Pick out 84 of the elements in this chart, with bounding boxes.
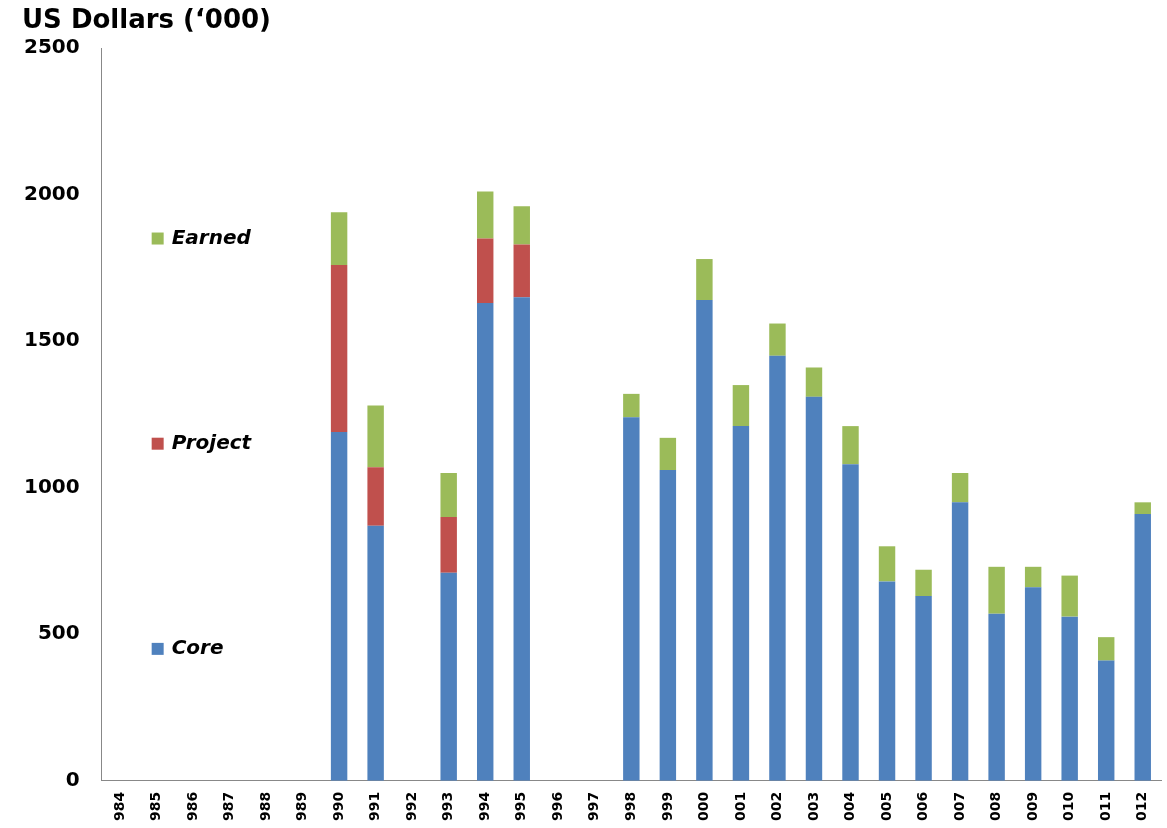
bar (842, 464, 859, 781)
x-tick-label: 998 (621, 791, 638, 822)
x-tick-label: 996 (548, 791, 565, 822)
bar (769, 355, 786, 781)
x-tick-label: 012 (1133, 791, 1150, 822)
bar (1061, 575, 1078, 617)
bar (805, 396, 823, 781)
bar (1061, 616, 1078, 781)
x-tick-label: 011 (1096, 791, 1113, 822)
bar (915, 569, 932, 597)
bar (477, 191, 494, 239)
bar (367, 525, 384, 781)
bar (330, 431, 348, 781)
bar (623, 417, 640, 781)
bar (513, 206, 530, 245)
x-tick-label: 004 (841, 791, 858, 822)
x-tick-label: 991 (366, 791, 383, 822)
x-tick-label: 000 (695, 791, 712, 822)
y-tick-label: 0 (65, 766, 80, 791)
x-tick-label: 990 (329, 791, 346, 822)
x-tick-label: 005 (877, 791, 894, 822)
x-tick-label: 008 (987, 791, 1004, 822)
x-tick-label: 995 (512, 791, 529, 822)
bar (367, 467, 384, 526)
x-tick-label: 999 (658, 791, 675, 822)
bar (440, 516, 457, 573)
x-tick-label: 997 (585, 791, 602, 822)
bar (696, 259, 713, 301)
bar (915, 596, 932, 781)
x-tick-label: 009 (1023, 791, 1040, 822)
x-tick-label: 002 (768, 791, 785, 822)
bar (513, 244, 530, 298)
bar (1024, 566, 1042, 588)
y-tick-label: 1500 (23, 327, 80, 352)
bar (988, 566, 1005, 614)
bar (623, 393, 640, 418)
bar (878, 546, 896, 582)
bar (988, 613, 1005, 781)
x-tick-label: 994 (475, 791, 492, 822)
x-tick-label: 001 (731, 791, 748, 822)
bar (732, 426, 750, 781)
bar (805, 367, 823, 397)
y-tick-label: 1000 (23, 473, 80, 498)
y-axis-title: US Dollars (‘000) (22, 4, 271, 34)
bar (732, 385, 750, 427)
bar (1024, 587, 1042, 781)
x-tick-label: 989 (293, 791, 310, 822)
y-tick-label: 2000 (23, 180, 80, 205)
y-tick-label: 2500 (23, 34, 80, 59)
bar (477, 238, 494, 304)
x-tick-label: 993 (439, 791, 456, 822)
x-tick-label: 984 (110, 791, 127, 822)
x-tick-label: 992 (402, 791, 419, 822)
bar (1134, 502, 1151, 515)
x-tick-label: 987 (220, 791, 237, 822)
bar (513, 297, 530, 781)
bar (659, 437, 677, 471)
x-tick-label: 985 (147, 791, 164, 822)
bar (696, 300, 713, 781)
legend-label: Earned (171, 224, 252, 249)
x-tick-label: 006 (914, 791, 931, 822)
bar (1097, 660, 1115, 781)
y-tick-label: 500 (37, 620, 80, 645)
x-tick-label: 988 (256, 791, 273, 822)
x-tick-label: 986 (183, 791, 200, 822)
bar (951, 473, 969, 503)
legend-label: Core (171, 635, 224, 660)
x-tick-label: 010 (1060, 791, 1077, 822)
legend-label: Project (171, 429, 253, 454)
bar (330, 264, 348, 432)
bar (659, 470, 677, 781)
bar (1097, 637, 1115, 661)
bar (842, 426, 859, 465)
bar (477, 303, 494, 781)
bar (367, 405, 384, 468)
x-tick-label: 007 (950, 791, 967, 822)
bar (330, 212, 348, 265)
x-tick-label: 003 (804, 791, 821, 822)
bar (440, 473, 457, 517)
bar (1134, 514, 1151, 781)
bar (951, 502, 969, 781)
bar (440, 572, 457, 781)
bar (878, 581, 896, 781)
bar (769, 323, 786, 356)
